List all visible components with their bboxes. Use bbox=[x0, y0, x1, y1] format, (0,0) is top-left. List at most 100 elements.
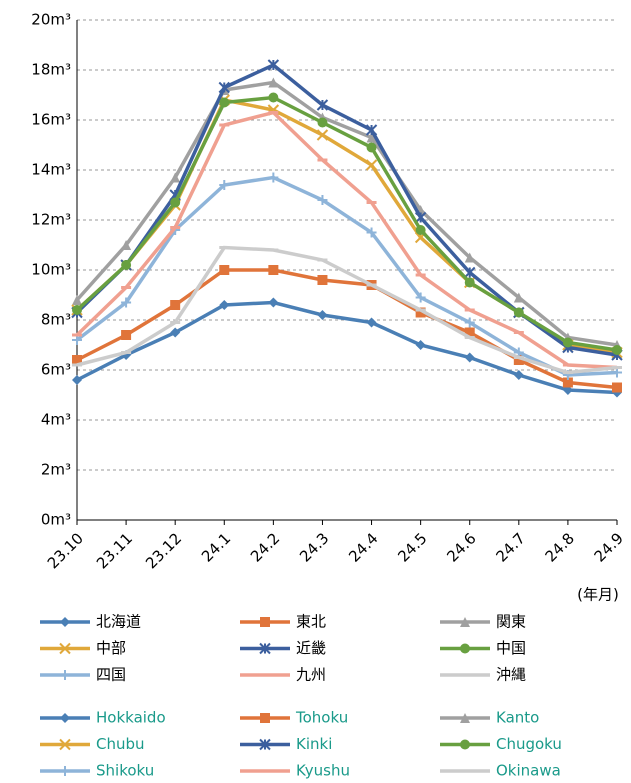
data-point bbox=[366, 317, 377, 328]
legend-label: 中部 bbox=[96, 639, 126, 657]
data-point bbox=[268, 297, 279, 308]
data-point bbox=[464, 327, 475, 338]
data-point bbox=[219, 97, 230, 108]
x-tick-label: 24.4 bbox=[345, 529, 381, 565]
data-point bbox=[464, 352, 475, 363]
data-point bbox=[513, 292, 524, 303]
data-point bbox=[366, 142, 377, 153]
legend-label: 四国 bbox=[96, 666, 126, 684]
data-point bbox=[170, 327, 181, 338]
x-tick-label: 24.2 bbox=[247, 529, 283, 565]
data-point bbox=[414, 211, 427, 224]
data-point bbox=[612, 382, 622, 393]
legend-marker bbox=[460, 739, 470, 750]
legend-marker bbox=[60, 766, 70, 776]
x-axis-label: (年月) bbox=[577, 586, 619, 604]
legend-marker bbox=[60, 670, 70, 680]
legend-marker bbox=[460, 713, 470, 723]
data-point bbox=[268, 265, 279, 275]
data-point bbox=[513, 355, 524, 365]
legend-marker bbox=[59, 738, 71, 751]
y-tick-label: 10m³ bbox=[31, 261, 71, 279]
legend-label: Kyushu bbox=[296, 762, 350, 780]
series-line bbox=[76, 268, 618, 390]
data-point bbox=[464, 252, 475, 263]
series-line bbox=[75, 175, 618, 377]
data-point bbox=[415, 340, 426, 350]
data-point bbox=[464, 277, 475, 288]
data-point bbox=[72, 355, 82, 365]
data-point bbox=[365, 124, 378, 136]
data-point bbox=[219, 300, 230, 310]
data-point bbox=[365, 159, 378, 171]
series-line bbox=[75, 110, 618, 370]
y-tick-label: 18m³ bbox=[31, 61, 71, 79]
series-line bbox=[76, 300, 618, 395]
y-tick-label: 2m³ bbox=[41, 461, 71, 479]
legend-label: 北海道 bbox=[96, 613, 141, 631]
legend-label: 沖縄 bbox=[496, 666, 526, 684]
data-point bbox=[121, 260, 132, 270]
x-tick-label: 24.5 bbox=[394, 529, 430, 565]
data-point bbox=[72, 375, 82, 385]
data-point bbox=[170, 197, 181, 208]
data-point bbox=[121, 330, 132, 340]
y-tick-label: 6m³ bbox=[41, 361, 71, 379]
data-point bbox=[316, 99, 329, 111]
data-point bbox=[513, 370, 524, 380]
legend-marker bbox=[259, 642, 271, 655]
y-tick-label: 12m³ bbox=[31, 211, 71, 229]
y-tick-label: 8m³ bbox=[41, 311, 71, 329]
data-point bbox=[317, 195, 328, 205]
x-tick-label: 23.11 bbox=[93, 529, 136, 572]
series-line bbox=[75, 80, 618, 347]
x-tick-label: 23.12 bbox=[142, 529, 185, 572]
data-point bbox=[170, 300, 181, 310]
y-tick-label: 20m³ bbox=[31, 11, 71, 29]
x-tick-label: 24.9 bbox=[591, 529, 627, 565]
data-point bbox=[562, 377, 573, 388]
data-point bbox=[218, 81, 230, 94]
legend-marker bbox=[460, 617, 470, 627]
data-point bbox=[317, 310, 328, 320]
data-point bbox=[316, 129, 329, 141]
series-line bbox=[75, 95, 618, 352]
data-point bbox=[317, 117, 328, 128]
data-point bbox=[72, 335, 82, 345]
legend-marker bbox=[259, 738, 271, 751]
x-tick-label: 24.6 bbox=[443, 529, 479, 565]
series-line bbox=[76, 245, 618, 375]
data-point bbox=[121, 240, 132, 250]
legend-label: 九州 bbox=[296, 666, 326, 684]
data-point bbox=[415, 307, 426, 318]
data-point bbox=[317, 275, 328, 285]
data-point bbox=[562, 337, 573, 348]
y-tick-label: 16m³ bbox=[31, 111, 71, 129]
legend-label: Okinawa bbox=[496, 762, 561, 780]
data-point bbox=[268, 77, 279, 88]
y-tick-label: 4m³ bbox=[41, 411, 71, 429]
legend-marker bbox=[460, 643, 470, 654]
data-point bbox=[415, 292, 426, 303]
legend-marker bbox=[60, 617, 70, 627]
x-tick-label: 24.3 bbox=[296, 529, 332, 565]
legend-label: Chugoku bbox=[496, 735, 562, 753]
legend-label: 東北 bbox=[296, 613, 326, 631]
data-point bbox=[268, 172, 279, 183]
legend-label: Tohoku bbox=[295, 709, 348, 727]
data-point bbox=[464, 266, 476, 279]
legend-label: 中国 bbox=[496, 639, 526, 657]
legend-marker bbox=[260, 617, 270, 627]
data-point bbox=[612, 345, 622, 355]
legend-label: Chubu bbox=[96, 735, 145, 753]
data-point bbox=[170, 172, 181, 183]
y-tick-label: 14m³ bbox=[31, 161, 71, 179]
data-point bbox=[219, 265, 230, 275]
x-tick-label: 23.10 bbox=[44, 529, 87, 572]
data-point bbox=[72, 295, 82, 305]
data-point bbox=[513, 307, 524, 318]
data-point bbox=[366, 132, 377, 143]
data-point bbox=[121, 297, 132, 308]
x-tick-label: 24.8 bbox=[542, 529, 578, 565]
